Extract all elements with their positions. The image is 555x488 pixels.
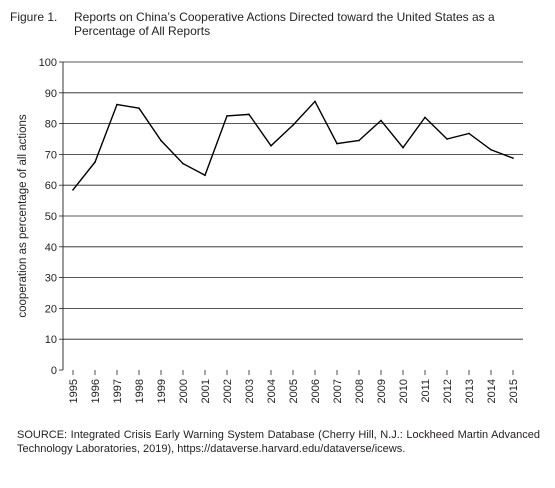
x-tick-label: 2011 bbox=[420, 379, 432, 403]
y-tick-label: 0 bbox=[51, 365, 57, 377]
x-tick-label: 2007 bbox=[332, 379, 344, 403]
y-tick-label: 20 bbox=[45, 303, 57, 315]
x-tick-label: 1996 bbox=[90, 379, 102, 403]
source-note: SOURCE: Integrated Crisis Early Warning … bbox=[17, 429, 540, 455]
data-point bbox=[160, 139, 162, 142]
data-point bbox=[138, 107, 140, 109]
data-point bbox=[446, 138, 448, 140]
y-tick-label: 30 bbox=[45, 273, 57, 285]
y-tick-label: 40 bbox=[45, 242, 57, 254]
y-tick-label: 90 bbox=[45, 88, 57, 100]
data-point bbox=[94, 161, 96, 163]
data-point bbox=[358, 139, 360, 142]
x-tick-label: 1997 bbox=[112, 379, 124, 403]
x-tick-label: 2006 bbox=[310, 379, 322, 403]
x-tick-label: 2012 bbox=[442, 379, 454, 403]
x-tick-label: 1998 bbox=[134, 379, 146, 403]
x-tick-label: 2008 bbox=[354, 379, 366, 403]
x-tick-label: 1995 bbox=[68, 379, 80, 403]
series-group bbox=[72, 100, 514, 191]
y-tick-label: 80 bbox=[45, 119, 57, 131]
data-point bbox=[402, 146, 404, 149]
y-tick-label: 10 bbox=[45, 334, 57, 346]
series-line bbox=[72, 100, 514, 191]
x-tick-label: 2000 bbox=[178, 379, 190, 403]
x-tick-label: 2005 bbox=[288, 379, 300, 403]
x-tick-label: 2014 bbox=[486, 379, 498, 403]
data-point bbox=[380, 119, 382, 122]
y-axis-title: cooperation as percentage of all actions bbox=[17, 114, 29, 318]
figure-title: Reports on China’s Cooperative Actions D… bbox=[74, 10, 495, 38]
y-tick-label: 100 bbox=[39, 57, 57, 69]
x-tick-label: 2010 bbox=[398, 379, 410, 403]
y-tick-label: 50 bbox=[45, 211, 57, 223]
data-point bbox=[336, 142, 338, 145]
data-point bbox=[248, 113, 250, 116]
data-point bbox=[512, 157, 514, 159]
data-point bbox=[292, 124, 294, 126]
data-point bbox=[204, 174, 206, 177]
data-point bbox=[270, 144, 272, 147]
y-tick-label: 60 bbox=[45, 180, 57, 192]
y-axis: 0 10 20 30 40 50 60 70 80 90 100 bbox=[39, 57, 64, 377]
data-point bbox=[72, 189, 74, 191]
x-tick-label: 1999 bbox=[156, 379, 168, 403]
y-tick-label: 70 bbox=[45, 149, 57, 161]
data-point bbox=[226, 115, 228, 117]
x-tick-label: 2015 bbox=[508, 379, 520, 403]
data-point bbox=[424, 116, 426, 119]
data-point bbox=[116, 103, 118, 106]
x-tick-label: 2001 bbox=[200, 379, 212, 403]
data-point bbox=[182, 162, 184, 165]
x-tick-label: 2004 bbox=[266, 379, 278, 403]
data-point bbox=[468, 132, 470, 135]
data-point bbox=[490, 148, 492, 151]
x-axis: 1995 1996 1997 1998 1999 2000 2001 2002 2003 2004… bbox=[68, 370, 520, 403]
gridlines bbox=[63, 61, 523, 340]
x-tick-label: 2013 bbox=[464, 379, 476, 403]
x-tick-label: 2002 bbox=[222, 379, 234, 403]
x-tick-label: 2003 bbox=[244, 379, 256, 403]
figure-label: Figure 1. bbox=[10, 10, 58, 24]
x-tick-label: 2009 bbox=[376, 379, 388, 403]
data-point bbox=[314, 100, 316, 103]
